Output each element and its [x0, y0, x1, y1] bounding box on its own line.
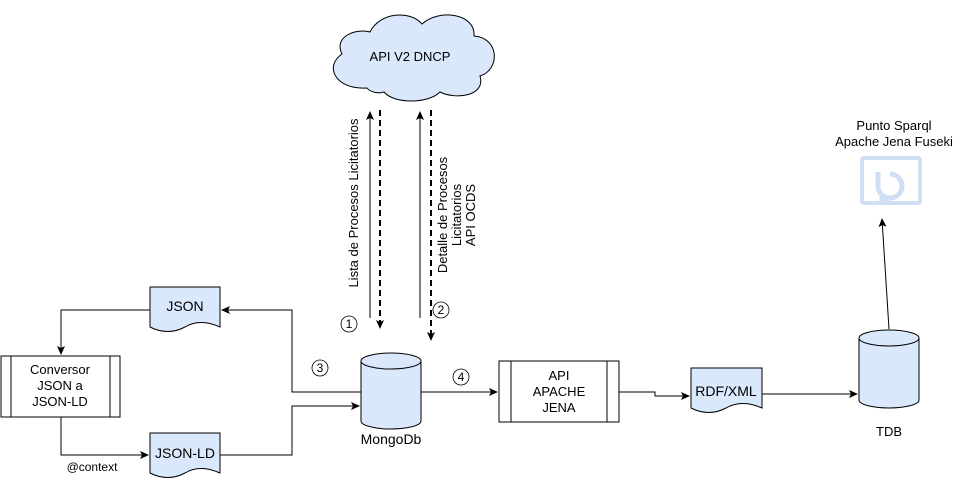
- step-4-label: 4: [458, 370, 465, 384]
- detalle-line-2: Licitatorios: [449, 183, 464, 246]
- mongodb-database: MongoDb: [360, 352, 422, 447]
- edge-label-detalle: Detalle de Procesos Licitatorios API OCD…: [435, 156, 478, 273]
- cloud-label: API V2 DNCP: [370, 49, 451, 64]
- cloud-mongo-arrows: [366, 110, 435, 341]
- api-apache-jena-process: API APACHE JENA: [498, 360, 620, 423]
- sparql-line-1: Punto Sparql: [856, 118, 931, 133]
- jsonld-document: JSON-LD: [149, 432, 221, 478]
- step-4-marker: 4: [452, 368, 470, 386]
- edge-converter-to-jsonld: [60, 417, 149, 459]
- edge-jsonld-to-mongo: [220, 402, 360, 456]
- json-document: JSON: [149, 286, 221, 332]
- tdb-database: TDB: [858, 329, 920, 439]
- mongodb-label: MongoDb: [361, 431, 422, 447]
- converter-line-2: JSON a: [37, 378, 83, 393]
- converter-line-1: Conversor: [30, 362, 91, 377]
- api-dncp-cloud: API V2 DNCP: [332, 14, 495, 102]
- edge-label-lista: Lista de Procesos Licitatorios: [346, 118, 361, 288]
- step-1-label: 1: [346, 317, 353, 331]
- edge-mongo-to-json: [221, 306, 361, 393]
- tdb-label: TDB: [876, 424, 902, 439]
- step-1-marker: 1: [340, 315, 358, 333]
- api-jena-line-1: API: [549, 368, 570, 383]
- step-2-label: 2: [438, 303, 445, 317]
- step-3-label: 3: [317, 361, 324, 375]
- json-document-label: JSON: [166, 298, 203, 314]
- api-jena-line-2: APACHE: [533, 384, 586, 399]
- jsonld-document-label: JSON-LD: [155, 445, 215, 461]
- step-2-marker: 2: [432, 301, 450, 319]
- context-label: @context: [67, 460, 119, 474]
- detalle-line-1: Detalle de Procesos: [435, 156, 450, 273]
- edge-json-to-converter: [57, 309, 150, 355]
- edge-tdb-to-sparql: [878, 218, 890, 330]
- rdfxml-document: RDF/XML: [690, 367, 763, 413]
- sparql-line-2: Apache Jena Fuseki: [835, 134, 953, 149]
- rdfxml-document-label: RDF/XML: [695, 383, 757, 399]
- api-jena-line-3: JENA: [542, 400, 576, 415]
- detalle-line-3: API OCDS: [463, 184, 478, 246]
- sparql-endpoint-icon: [860, 156, 922, 205]
- edge-api-jena-to-rdfxml: [619, 391, 690, 400]
- step-3-marker: 3: [311, 359, 329, 377]
- converter-process: Conversor JSON a JSON-LD: [0, 355, 121, 418]
- converter-line-3: JSON-LD: [32, 394, 88, 409]
